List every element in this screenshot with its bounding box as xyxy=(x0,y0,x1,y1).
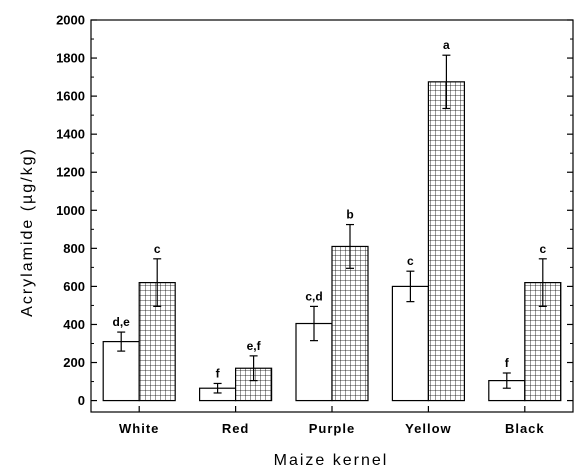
y-tick-label: 2000 xyxy=(56,13,85,28)
y-tick-label: 800 xyxy=(63,241,85,256)
data-label: c xyxy=(539,242,546,256)
y-tick-label: 1600 xyxy=(56,89,85,104)
bar xyxy=(331,245,369,402)
data-label: e,f xyxy=(247,339,262,353)
x-tick-label: White xyxy=(119,421,159,436)
data-label: a xyxy=(443,38,450,52)
data-label: b xyxy=(346,208,353,222)
x-tick-label: Yellow xyxy=(405,421,451,436)
x-tick-label: Black xyxy=(505,421,545,436)
data-label: f xyxy=(216,366,221,380)
y-tick-label: 1400 xyxy=(56,127,85,142)
bar xyxy=(524,282,562,402)
bar xyxy=(391,285,429,402)
data-label: c xyxy=(407,254,414,268)
y-tick-label: 0 xyxy=(78,393,85,408)
x-tick-label: Purple xyxy=(309,421,355,436)
y-tick-label: 600 xyxy=(63,279,85,294)
bar xyxy=(427,81,465,402)
data-label: c xyxy=(154,242,161,256)
y-tick-label: 1000 xyxy=(56,203,85,218)
y-tick-label: 200 xyxy=(63,355,85,370)
y-axis-title: Acrylamide (µg/kg) xyxy=(19,147,36,317)
data-label: c,d xyxy=(305,289,322,303)
y-tick-label: 1800 xyxy=(56,51,85,66)
x-tick-label: Red xyxy=(222,421,250,436)
y-tick-label: 1200 xyxy=(56,165,85,180)
y-tick-label: 400 xyxy=(63,317,85,332)
data-label: f xyxy=(505,356,510,370)
data-label: d,e xyxy=(113,315,131,329)
x-axis-title: Maize kernel xyxy=(274,452,389,469)
